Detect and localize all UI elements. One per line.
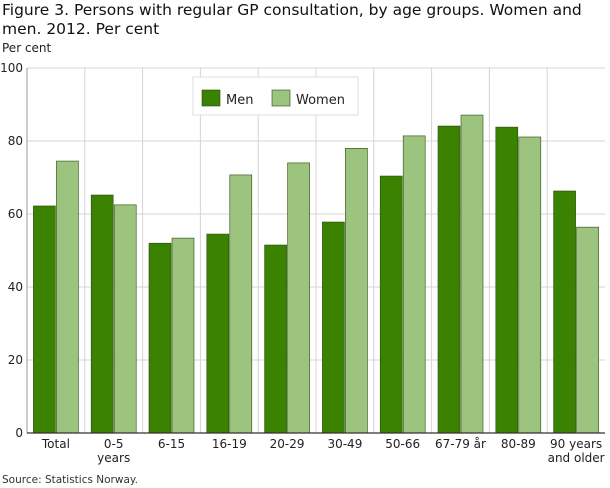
y-tick-label: 0	[15, 426, 23, 440]
source-note: Source: Statistics Norway.	[2, 474, 138, 486]
bar-men	[148, 242, 172, 434]
x-tick-label: 20-29	[270, 437, 305, 451]
x-tick-label: and older	[548, 451, 605, 465]
x-tick-label: 0-5	[104, 437, 124, 451]
x-tick-label: years	[97, 451, 130, 465]
bar-men	[90, 194, 114, 434]
bar-women	[576, 226, 599, 434]
bar-women	[229, 174, 253, 434]
bar-men	[322, 221, 345, 434]
x-tick-label: 50-66	[385, 437, 420, 451]
y-tick-label: 20	[8, 353, 23, 367]
x-tick-label: 90 years	[550, 437, 602, 451]
legend-label: Men	[226, 93, 253, 108]
bar-women	[345, 148, 368, 434]
bar-men	[495, 126, 519, 434]
y-tick-label: 100	[0, 61, 23, 75]
bar-men	[437, 125, 461, 434]
bar-women	[460, 114, 484, 434]
x-tick-label: 80-89	[501, 437, 536, 451]
bar-women	[113, 204, 137, 434]
bar-men	[379, 175, 403, 434]
x-tick-label: 16-19	[212, 437, 247, 451]
bar-women	[518, 136, 542, 434]
bar-women	[402, 135, 426, 434]
y-axis-label: Per cent	[2, 41, 52, 55]
x-tick-label: 30-49	[327, 437, 362, 451]
bar-men	[264, 244, 287, 434]
y-tick-label: 60	[8, 207, 23, 221]
legend-swatch-women	[271, 89, 291, 107]
bar-men	[553, 190, 576, 434]
legend-label: Women	[296, 93, 345, 108]
bar-women	[171, 237, 195, 434]
bar-women	[56, 160, 79, 434]
bar-women	[287, 162, 310, 434]
x-tick-label: 67-79 år	[435, 437, 486, 451]
x-tick-label: Total	[41, 437, 70, 451]
x-tick-label: 6-15	[158, 437, 185, 451]
y-tick-label: 40	[8, 280, 23, 294]
y-tick-label: 80	[8, 134, 23, 148]
bar-men	[206, 233, 230, 434]
bar-men	[33, 205, 56, 434]
chart-title: Figure 3. Persons with regular GP consul…	[2, 1, 582, 38]
legend-swatch-men	[201, 89, 221, 107]
